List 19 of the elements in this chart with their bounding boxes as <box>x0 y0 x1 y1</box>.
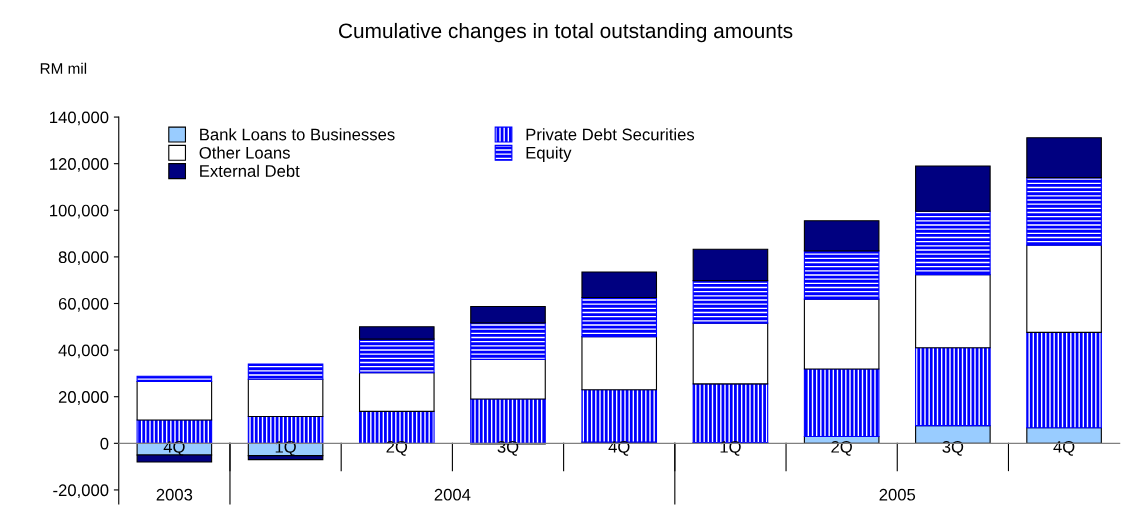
y-tick-label: 60,000 <box>58 297 109 312</box>
y-axis-title: RM mil <box>40 62 87 74</box>
legend-label: Equity <box>526 146 572 162</box>
legend-label: Private Debt Securities <box>526 128 695 141</box>
y-tick-label: 20,000 <box>58 391 109 405</box>
legend-label: Bank Loans to Businesses <box>200 128 395 141</box>
legend-label: Other Loans <box>199 146 290 159</box>
y-tick-label: 100,000 <box>50 204 109 219</box>
chart-title: Cumulative changes in total outstanding amounts <box>339 22 793 43</box>
annotation: 2003 <box>156 488 193 501</box>
y-tick-label: 80,000 <box>58 251 109 266</box>
y-tick-label: -20,000 <box>53 484 109 499</box>
legend-label: External Debt <box>200 164 300 177</box>
y-tick-label: 0 <box>100 437 109 450</box>
annotation: 2005 <box>879 488 916 501</box>
y-tick-label: 40,000 <box>58 344 109 359</box>
y-tick-label: 120,000 <box>50 158 109 172</box>
annotation: 2004 <box>434 488 471 501</box>
y-tick-label: 140,000 <box>50 111 109 126</box>
